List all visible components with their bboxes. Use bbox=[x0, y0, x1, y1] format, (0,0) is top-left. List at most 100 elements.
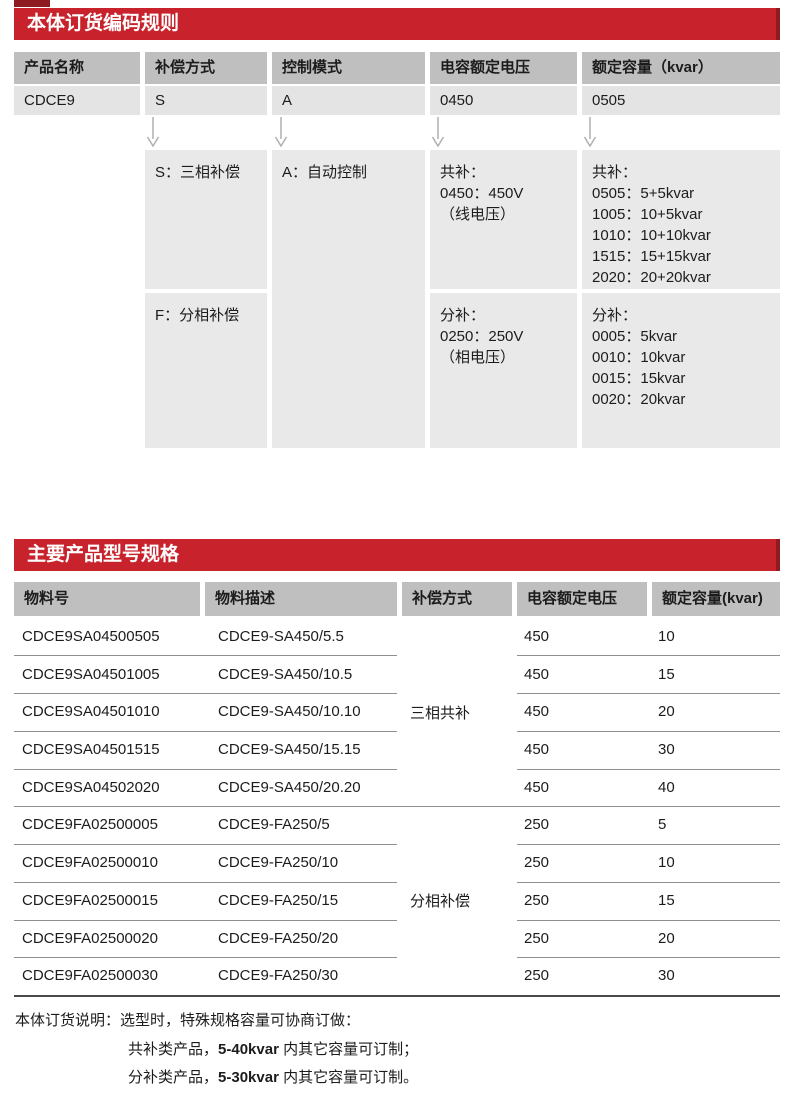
section2-title: 主要产品型号规格 bbox=[27, 544, 180, 565]
row-divider bbox=[517, 655, 780, 656]
table-row-capacity: 30 bbox=[658, 967, 675, 984]
legend-line: 1010：10+10kvar bbox=[592, 227, 711, 244]
legend-line: 0010：10kvar bbox=[592, 349, 686, 366]
t2-header-material-no: 物料号 bbox=[14, 582, 200, 616]
note-text: 共补类产品， bbox=[128, 1041, 219, 1058]
section1-title: 本体订货编码规则 bbox=[27, 13, 180, 34]
table-row-material-desc: CDCE9-FA250/20 bbox=[218, 930, 339, 947]
legend-line: S：三相补偿 bbox=[155, 164, 241, 181]
table-row-material-no: CDCE9FA02500015 bbox=[22, 892, 158, 909]
table-row-material-no: CDCE9SA04501005 bbox=[22, 666, 160, 683]
table-row-material-no: CDCE9SA04500505 bbox=[22, 628, 160, 645]
row-divider bbox=[14, 731, 397, 732]
table-row-material-no: CDCE9FA02500010 bbox=[22, 854, 158, 871]
row-divider bbox=[14, 920, 397, 921]
legend-line: 0015：15kvar bbox=[592, 370, 686, 387]
table-row-material-desc: CDCE9-FA250/15 bbox=[218, 892, 339, 909]
code-voltage: 0450 bbox=[430, 86, 577, 115]
row-divider bbox=[14, 769, 397, 770]
t2-header-material-desc: 物料描述 bbox=[205, 582, 397, 616]
table-row-capacity: 15 bbox=[658, 666, 675, 683]
table-row-voltage: 450 bbox=[524, 741, 550, 758]
legend-control-a: A：自动控制 bbox=[272, 150, 425, 448]
table-row-material-desc: CDCE9-FA250/30 bbox=[218, 967, 339, 984]
legend-capacity-common: 共补： 0505：5+5kvar 1005：10+5kvar 1010：10+1… bbox=[582, 150, 780, 289]
legend-line: 分补： bbox=[592, 307, 638, 324]
row-divider bbox=[517, 882, 780, 883]
row-divider bbox=[517, 731, 780, 732]
legend-voltage-common: 共补： 0450：450V （线电压） bbox=[430, 150, 577, 289]
row-divider bbox=[517, 957, 780, 958]
table-row-voltage: 250 bbox=[524, 967, 550, 984]
legend-compensation-f: F：分相补偿 bbox=[145, 293, 267, 448]
t1-header-compensation: 补偿方式 bbox=[145, 52, 267, 84]
section2-banner: 主要产品型号规格 bbox=[14, 539, 780, 571]
table-row-voltage: 250 bbox=[524, 930, 550, 947]
table-row-voltage: 450 bbox=[524, 666, 550, 683]
note-line-3: 分补类产品，5-30kvar 内其它容量可订制。 bbox=[128, 1067, 418, 1089]
row-divider bbox=[14, 882, 397, 883]
table-row-voltage: 250 bbox=[524, 816, 550, 833]
note-capacity-range: 5-40kvar bbox=[218, 1041, 279, 1058]
row-divider bbox=[14, 655, 397, 656]
table-row-material-desc: CDCE9-SA450/5.5 bbox=[218, 628, 344, 645]
legend-line: 1005：10+5kvar bbox=[592, 206, 703, 223]
table-row-material-desc: CDCE9-SA450/20.20 bbox=[218, 779, 361, 796]
table-row-capacity: 15 bbox=[658, 892, 675, 909]
section1-banner: 本体订货编码规则 bbox=[14, 8, 780, 40]
banner-fold-accent bbox=[14, 0, 50, 7]
t2-header-capacity: 额定容量(kvar) bbox=[652, 582, 780, 616]
row-divider bbox=[14, 693, 397, 694]
t1-header-capacity: 额定容量（kvar） bbox=[582, 52, 780, 84]
t2-header-compensation: 补偿方式 bbox=[402, 582, 512, 616]
legend-line: 0450：450V bbox=[440, 185, 524, 202]
table-row-capacity: 10 bbox=[658, 628, 675, 645]
row-divider bbox=[517, 920, 780, 921]
legend-line: F：分相补偿 bbox=[155, 307, 240, 324]
t2-header-voltage: 电容额定电压 bbox=[517, 582, 647, 616]
table-row-material-desc: CDCE9-FA250/5 bbox=[218, 816, 330, 833]
legend-capacity-split: 分补： 0005：5kvar 0010：10kvar 0015：15kvar 0… bbox=[582, 293, 780, 448]
table-row-material-no: CDCE9FA02500030 bbox=[22, 967, 158, 984]
table-row-voltage: 450 bbox=[524, 703, 550, 720]
note-text: 内其它容量可订制。 bbox=[278, 1069, 419, 1086]
row-divider bbox=[517, 844, 780, 845]
row-divider bbox=[14, 957, 397, 958]
table-row-material-no: CDCE9FA02500020 bbox=[22, 930, 158, 947]
row-divider bbox=[517, 693, 780, 694]
table-row-voltage: 450 bbox=[524, 628, 550, 645]
table-row-material-no: CDCE9SA04501515 bbox=[22, 741, 160, 758]
table-row-capacity: 30 bbox=[658, 741, 675, 758]
t1-header-product: 产品名称 bbox=[14, 52, 140, 84]
legend-line: 0505：5+5kvar bbox=[592, 185, 695, 202]
table-row-material-no: CDCE9SA04502020 bbox=[22, 779, 160, 796]
table-row-capacity: 20 bbox=[658, 930, 675, 947]
table-row-material-no: CDCE9FA02500005 bbox=[22, 816, 158, 833]
table-bottom-rule bbox=[14, 995, 780, 997]
table-row-capacity: 10 bbox=[658, 854, 675, 871]
t1-header-voltage: 电容额定电压 bbox=[430, 52, 577, 84]
table-row-material-no: CDCE9SA04501010 bbox=[22, 703, 160, 720]
legend-compensation-s: S：三相补偿 bbox=[145, 150, 267, 289]
table-row-voltage: 250 bbox=[524, 854, 550, 871]
table-row-capacity: 40 bbox=[658, 779, 675, 796]
table-row-capacity: 5 bbox=[658, 816, 667, 833]
table-row-material-desc: CDCE9-FA250/10 bbox=[218, 854, 339, 871]
group-divider bbox=[14, 806, 780, 807]
down-arrow-icon bbox=[583, 117, 597, 148]
code-control: A bbox=[272, 86, 425, 115]
note-capacity-range: 5-30kvar bbox=[218, 1069, 279, 1086]
table-row-material-desc: CDCE9-SA450/10.10 bbox=[218, 703, 361, 720]
legend-line: 0005：5kvar bbox=[592, 328, 678, 345]
down-arrow-icon bbox=[274, 117, 288, 148]
legend-line: 分补： bbox=[440, 307, 486, 324]
code-product: CDCE9 bbox=[14, 86, 140, 115]
table-row-material-desc: CDCE9-SA450/15.15 bbox=[218, 741, 361, 758]
legend-line: 1515：15+15kvar bbox=[592, 248, 711, 265]
code-capacity: 0505 bbox=[582, 86, 780, 115]
table-row-voltage: 250 bbox=[524, 892, 550, 909]
table-row-voltage: 450 bbox=[524, 779, 550, 796]
note-text: 内其它容量可订制； bbox=[278, 1041, 419, 1058]
note-line-2: 共补类产品，5-40kvar 内其它容量可订制； bbox=[128, 1039, 418, 1061]
